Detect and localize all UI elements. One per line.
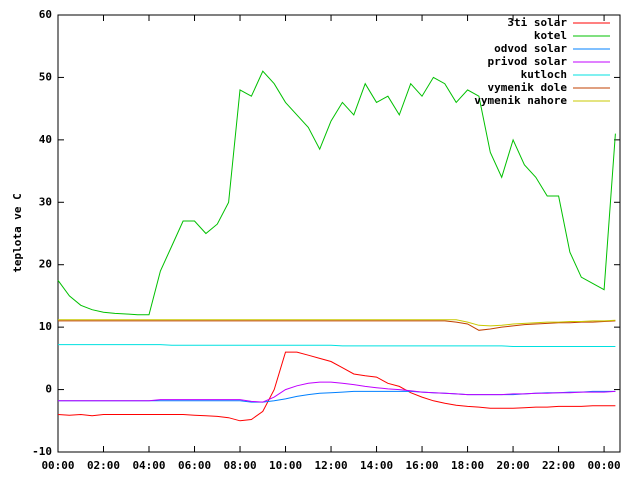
- x-tick-label: 06:00: [178, 459, 211, 472]
- x-tick-label: 08:00: [223, 459, 256, 472]
- y-tick-label: 50: [39, 70, 52, 83]
- y-tick-label: 20: [39, 258, 52, 271]
- x-tick-label: 20:00: [496, 459, 529, 472]
- x-tick-label: 10:00: [269, 459, 302, 472]
- legend-label: odvod solar: [494, 42, 567, 55]
- legend-label: vymenik nahore: [474, 94, 567, 107]
- y-tick-label: 40: [39, 133, 52, 146]
- x-tick-label: 18:00: [451, 459, 484, 472]
- legend-label: vymenik dole: [488, 81, 568, 94]
- series-line: [57, 70, 616, 316]
- y-axis-label: teplota ve C: [11, 193, 24, 272]
- y-tick-label: 0: [45, 383, 52, 396]
- y-tick-label: -10: [32, 445, 52, 458]
- legend-label: kotel: [534, 29, 567, 42]
- x-tick-label: 16:00: [405, 459, 438, 472]
- x-tick-label: 22:00: [542, 459, 575, 472]
- series-line: [58, 319, 616, 327]
- y-tick-label: 60: [39, 8, 52, 21]
- y-tick-label: 30: [39, 195, 52, 208]
- legend-label: 3ti solar: [507, 16, 567, 29]
- x-tick-label: 12:00: [314, 459, 347, 472]
- x-tick-label: 02:00: [87, 459, 120, 472]
- series-line: [57, 351, 616, 422]
- series-line: [58, 320, 616, 331]
- legend-label: kutloch: [521, 68, 567, 81]
- x-tick-label: 00:00: [41, 459, 74, 472]
- legend-label: privod solar: [488, 55, 568, 68]
- x-tick-label: 04:00: [132, 459, 165, 472]
- y-tick-label: 10: [39, 320, 52, 333]
- x-tick-label: 14:00: [360, 459, 393, 472]
- plot-frame: [57, 14, 621, 453]
- x-tick-label: 00:00: [588, 459, 621, 472]
- series-line: [58, 344, 616, 347]
- series-line: [58, 381, 616, 403]
